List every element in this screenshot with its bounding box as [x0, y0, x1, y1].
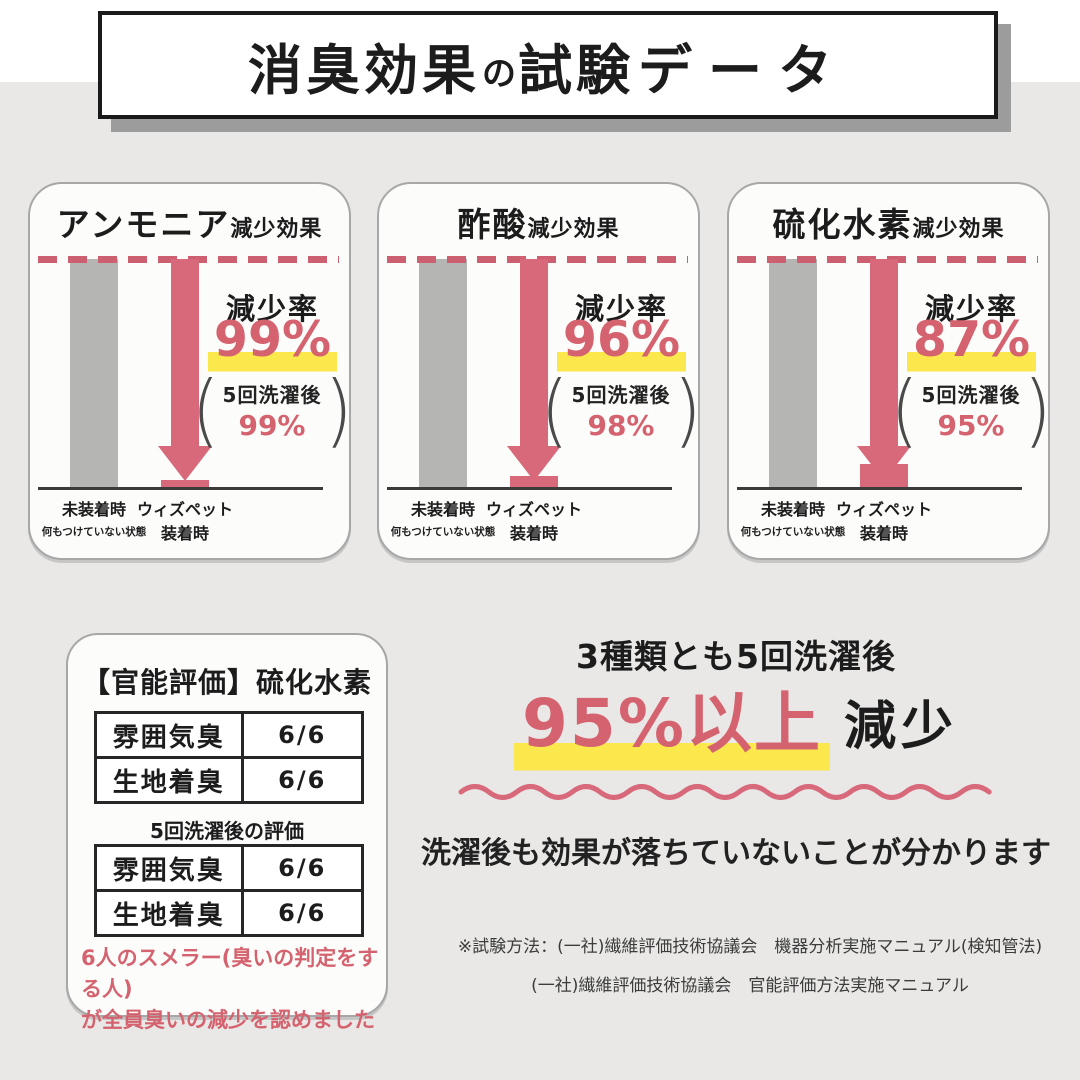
paren-open: ( — [890, 363, 919, 457]
after-wash-label: 5回洗濯後 — [222, 382, 322, 407]
page-title-segment: データ — [638, 38, 848, 102]
chart-card-acetic-acid: 酢酸減少効果 減少率 96% ( 5回洗濯後 98% ) 未装着時 ウィズペット… — [377, 182, 702, 560]
paren-open: ( — [191, 363, 220, 457]
page-title-particle: の — [482, 53, 516, 94]
x-label-untreated: 未装着時 — [61, 500, 126, 519]
table-row: 生地着臭 6/6 — [94, 889, 364, 937]
paren-open: ( — [540, 363, 569, 457]
row-label: 雰囲気臭 — [94, 844, 244, 892]
sensory-card-title: 【官能評価】硫化水素 — [81, 666, 372, 699]
row-label: 生地着臭 — [94, 889, 244, 937]
table-row: 生地着臭 6/6 — [94, 756, 364, 804]
page-title-segment: 消臭効果 — [248, 38, 480, 102]
x-sublabel-untreated: 何もつけていない状態 — [390, 526, 496, 538]
after-wash-value: 98% — [587, 408, 655, 442]
x-sublabel-treated: 装着時 — [509, 524, 558, 543]
table-row: 雰囲気臭 6/6 — [94, 844, 364, 892]
reduction-arrow-shaft — [171, 259, 199, 447]
x-label-treated: ウィズペット — [136, 500, 233, 519]
x-sublabel-treated: 装着時 — [859, 524, 908, 543]
summary-highlight-row: 95%以上 減少 — [430, 684, 1042, 773]
after-wash-table-subtitle: 5回洗濯後の評価 — [150, 819, 304, 843]
chart-title-suffix: 減少効果 — [912, 217, 1005, 242]
x-axis-line — [38, 487, 323, 490]
rate-value-highlight: 99% — [207, 315, 338, 373]
paren-close: ) — [1023, 363, 1052, 457]
chart-card-hydrogen-sulfide: 硫化水素減少効果 減少率 87% ( 5回洗濯後 95% ) 未装着時 ウィズペ… — [727, 182, 1052, 560]
x-axis-line — [737, 487, 1022, 490]
chart-title-suffix: 減少効果 — [527, 217, 620, 242]
summary-statement: 洗濯後も効果が落ちていないことが分かります — [421, 836, 1051, 871]
reduction-arrow-shaft — [520, 259, 548, 447]
row-value: 6/6 — [240, 889, 364, 937]
treated-bar — [161, 480, 209, 487]
after-wash-label: 5回洗濯後 — [921, 382, 1021, 407]
after-wash-value: 95% — [937, 408, 1005, 442]
row-label: 雰囲気臭 — [94, 711, 244, 759]
row-value: 6/6 — [240, 756, 364, 804]
untreated-bar — [70, 259, 118, 487]
rate-value: 96% — [539, 315, 704, 373]
x-sublabel-untreated: 何もつけていない状態 — [41, 526, 147, 538]
after-wash-value: 99% — [238, 408, 306, 442]
substance-name: 酢酸 — [457, 205, 528, 244]
smeller-note-line2: が全員臭いの減少を認めました — [81, 1008, 375, 1032]
treated-bar — [510, 476, 558, 487]
summary-heading: 3種類とも5回洗濯後 — [576, 637, 896, 676]
chart-card-ammonia: アンモニア減少効果 減少率 99% ( 5回洗濯後 99% ) 未装着時 ウィズ… — [28, 182, 353, 560]
rate-value-highlight: 96% — [556, 315, 687, 373]
substance-name: アンモニア — [56, 205, 231, 244]
smeller-note: 6人のスメラー(臭いの判定をする人) が全員臭いの減少を認めました — [81, 943, 386, 1036]
after-wash-label: 5回洗濯後 — [571, 382, 671, 407]
untreated-bar — [769, 259, 817, 487]
rate-value: 87% — [889, 315, 1054, 373]
x-sublabel-treated: 装着時 — [160, 524, 209, 543]
row-value: 6/6 — [240, 711, 364, 759]
reduction-arrow-head — [158, 446, 212, 481]
x-axis-line — [387, 487, 672, 490]
after-wash-note: ( 5回洗濯後 98% ) — [537, 363, 705, 457]
test-method-footnote: ※試験方法：(一社)繊維評価技術協議会 機器分析実施マニュアル(検知管法) (一… — [430, 928, 1070, 1006]
chart-title: 酢酸減少効果 — [379, 198, 698, 246]
treated-bar — [860, 464, 908, 487]
page-title-segment: 試験 — [518, 38, 634, 102]
sensory-evaluation-card: 【官能評価】硫化水素 雰囲気臭 6/6 生地着臭 6/6 5回洗濯後の評価 雰囲… — [66, 633, 388, 1032]
rate-value-highlight: 87% — [906, 315, 1037, 373]
untreated-bar — [419, 259, 467, 487]
row-label: 生地着臭 — [94, 756, 244, 804]
paren-close: ) — [324, 363, 353, 457]
sensory-table-initial: 雰囲気臭 6/6 生地着臭 6/6 — [94, 711, 364, 804]
x-label-treated: ウィズペット — [485, 500, 582, 519]
wavy-underline — [458, 784, 992, 800]
reduction-arrow-shaft — [870, 259, 898, 447]
x-label-untreated: 未装着時 — [760, 500, 825, 519]
footnote-line1: ※試験方法：(一社)繊維評価技術協議会 機器分析実施マニュアル(検知管法) — [457, 937, 1043, 957]
chart-title: 硫化水素減少効果 — [729, 198, 1048, 246]
summary-suffix: 減少 — [843, 697, 958, 757]
table-row: 雰囲気臭 6/6 — [94, 711, 364, 759]
rate-value: 99% — [190, 315, 355, 373]
footnote-line2: (一社)繊維評価技術協議会 官能評価方法実施マニュアル — [531, 976, 969, 996]
after-wash-note: ( 5回洗濯後 99% ) — [188, 363, 356, 457]
x-sublabel-untreated: 何もつけていない状態 — [740, 526, 846, 538]
paren-close: ) — [673, 363, 702, 457]
sensory-table-after-wash: 雰囲気臭 6/6 生地着臭 6/6 — [94, 844, 364, 937]
summary-highlight-value: 95%以上 — [514, 685, 830, 773]
chart-title-suffix: 減少効果 — [230, 217, 323, 242]
page-title: 消臭効果 の 試験 データ — [98, 11, 998, 119]
row-value: 6/6 — [240, 844, 364, 892]
smeller-note-line1: 6人のスメラー(臭いの判定をする人) — [81, 946, 379, 1001]
reduction-arrow-head — [507, 446, 561, 481]
after-wash-note: ( 5回洗濯後 95% ) — [887, 363, 1055, 457]
substance-name: 硫化水素 — [772, 205, 913, 244]
chart-title: アンモニア減少効果 — [30, 198, 349, 246]
x-label-untreated: 未装着時 — [410, 500, 475, 519]
x-label-treated: ウィズペット — [835, 500, 932, 519]
